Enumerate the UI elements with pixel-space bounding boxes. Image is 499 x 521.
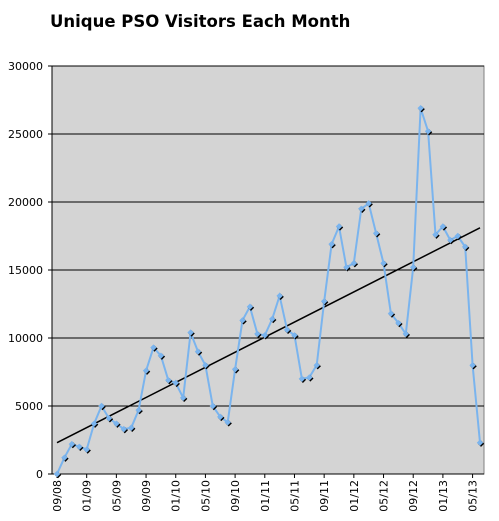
- data-point: [120, 425, 127, 433]
- data-point: [432, 231, 439, 238]
- data-point: [76, 443, 83, 450]
- data-point: [187, 329, 194, 336]
- data-point: [217, 413, 224, 421]
- data-point: [276, 292, 283, 300]
- data-point: [61, 454, 68, 461]
- data-point: [150, 344, 157, 351]
- data-point: [269, 315, 276, 323]
- data-point: [306, 374, 313, 381]
- x-axis-tick-labels: 09/08 01/09 05/09 09/09 01/10 05/10 09/10 01/11…: [51, 480, 480, 512]
- data-point: [298, 375, 306, 382]
- data-point: [454, 232, 461, 240]
- data-point: [461, 243, 469, 251]
- data-point: [395, 319, 402, 327]
- data-point: [135, 406, 142, 414]
- data-point: [335, 223, 343, 230]
- data-point: [179, 394, 187, 402]
- data-point: [98, 402, 105, 410]
- data-point: [157, 352, 165, 359]
- series-line: [56, 107, 481, 475]
- x-tick-label: 05/13: [467, 480, 480, 512]
- data-point: [90, 420, 98, 427]
- data-point: [417, 104, 424, 112]
- x-tick-label: 01/10: [170, 480, 183, 512]
- y-tick-label: 0: [36, 468, 43, 481]
- data-point: [239, 317, 246, 324]
- x-tick-label: 09/12: [407, 480, 420, 512]
- data-point: [53, 470, 61, 478]
- data-point: [128, 424, 135, 431]
- data-point: [402, 330, 409, 338]
- data-point: [172, 379, 179, 387]
- x-tick-label: 05/09: [110, 480, 123, 512]
- data-point: [424, 128, 432, 135]
- data-point: [113, 420, 120, 427]
- data-point: [439, 223, 447, 230]
- trend-line: [56, 227, 481, 444]
- x-tick-label: 01/13: [437, 480, 450, 512]
- y-tick-label: 30000: [8, 60, 43, 73]
- x-tick-label: 01/11: [259, 480, 272, 512]
- data-point: [261, 332, 268, 339]
- data-point: [224, 419, 231, 426]
- data-point: [410, 264, 417, 271]
- data-point: [320, 298, 328, 305]
- data-point: [358, 205, 365, 212]
- x-tick-label: 01/09: [81, 480, 94, 512]
- data-point: [372, 230, 380, 237]
- y-tick-label: 5000: [15, 400, 43, 413]
- data-point: [231, 366, 239, 373]
- series-layer: [53, 104, 485, 479]
- data-point: [365, 200, 372, 207]
- chart-title: Unique PSO Visitors Each Month: [50, 12, 351, 31]
- data-point: [387, 310, 395, 317]
- data-point: [142, 367, 150, 374]
- data-point: [68, 440, 76, 448]
- data-point: [447, 236, 454, 244]
- data-point: [469, 362, 476, 369]
- x-tick-label: 09/08: [51, 480, 64, 512]
- y-tick-label: 25000: [8, 128, 43, 141]
- data-point: [350, 260, 358, 267]
- data-point: [83, 446, 90, 453]
- data-point: [476, 439, 484, 446]
- x-tick-label: 05/12: [378, 480, 391, 512]
- y-tick-label: 20000: [8, 196, 43, 209]
- data-point: [380, 260, 387, 267]
- x-tick-label: 09/10: [229, 480, 242, 512]
- x-tick-label: 09/11: [318, 480, 331, 512]
- data-point: [246, 303, 254, 310]
- y-tick-label: 15000: [8, 264, 43, 277]
- x-tick-label: 05/11: [288, 480, 301, 512]
- x-tick-label: 05/10: [199, 480, 212, 512]
- data-point: [328, 240, 335, 248]
- data-point: [105, 415, 113, 422]
- data-point: [283, 326, 291, 334]
- data-point: [254, 330, 261, 338]
- x-tick-label: 01/12: [348, 480, 361, 512]
- data-point: [313, 362, 320, 369]
- data-point: [202, 362, 209, 369]
- x-tick-label: 09/09: [140, 480, 153, 512]
- data-point: [194, 348, 202, 355]
- data-point: [291, 332, 298, 339]
- y-axis-tick-labels: 0 5000 10000 15000 20000 25000 30000: [8, 60, 43, 481]
- data-point: [165, 376, 172, 384]
- y-tick-label: 10000: [8, 332, 43, 345]
- data-point: [209, 402, 217, 410]
- axes: [48, 65, 484, 478]
- data-point: [343, 264, 350, 271]
